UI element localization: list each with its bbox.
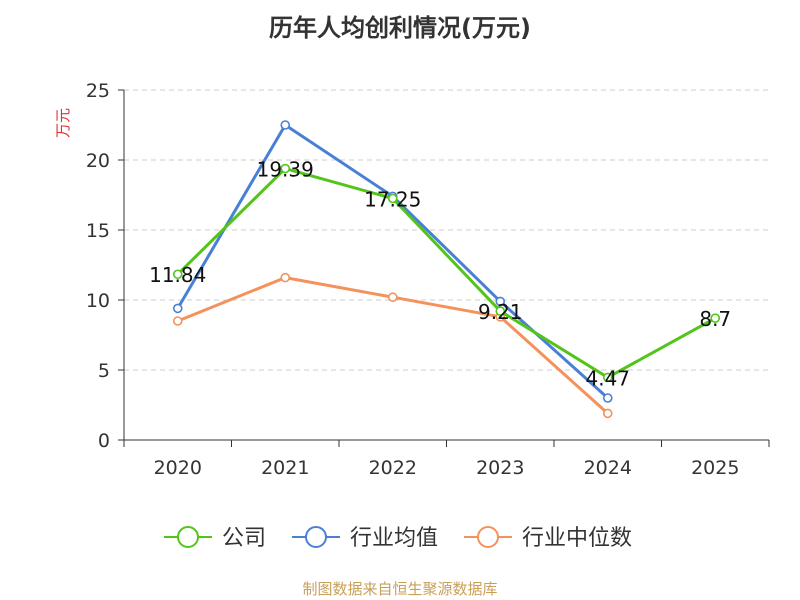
series-line-公司: [176, 167, 716, 379]
series-point: [280, 272, 291, 283]
series-point: [387, 193, 398, 204]
x-tick-label-2021: 2021: [261, 457, 309, 479]
series-point: [495, 296, 506, 307]
legend-label: 行业均值: [350, 526, 438, 551]
legend-marker: [477, 526, 499, 548]
legend-marker: [177, 526, 199, 548]
legend-item-1[interactable]: 行业均值: [292, 526, 438, 551]
series-point: [602, 372, 613, 383]
data-label-2024: 4.47: [585, 366, 630, 390]
series-point: [280, 120, 291, 130]
series-point: [710, 313, 721, 324]
source-note: 制图数据来自恒生聚源数据库: [302, 580, 498, 598]
x-tick-label-2025: 2025: [691, 457, 739, 479]
y-tick-label: 0: [98, 430, 110, 452]
legend-label: 公司: [222, 526, 266, 551]
data-label-2025: 8.7: [699, 307, 731, 331]
legend-marker: [305, 526, 327, 548]
y-tick-label: 10: [86, 290, 110, 312]
series-point: [280, 163, 291, 174]
legend-label: 行业中位数: [522, 526, 632, 551]
data-labels: 11.84 19.39 17.25 9.21 4.47 8.7: [149, 158, 731, 391]
data-label-2022: 17.25: [364, 188, 421, 212]
y-tick-label: 25: [86, 80, 110, 102]
series-point: [172, 303, 183, 314]
series-0: [172, 163, 721, 383]
x-tick-label-2024: 2024: [584, 457, 632, 479]
legend-item-2[interactable]: 行业中位数: [464, 526, 632, 551]
y-tick-label: 5: [98, 360, 110, 382]
series-point: [602, 408, 613, 419]
y-tick-label: 20: [86, 150, 110, 172]
data-label-2023: 9.21: [478, 300, 523, 324]
legend[interactable]: 公司 行业均值 行业中位数: [164, 526, 632, 551]
data-label-2020: 11.84: [149, 263, 206, 287]
series-point: [387, 292, 398, 303]
legend-item-0[interactable]: 公司: [164, 526, 266, 551]
y-axis-title: 万元: [54, 108, 72, 138]
x-tick-label-2020: 2020: [154, 457, 202, 479]
chart-title: 历年人均创利情况(万元): [269, 14, 531, 42]
data-label-2021: 19.39: [257, 158, 314, 182]
x-tick-label-2022: 2022: [369, 457, 417, 479]
x-tick-label-2023: 2023: [476, 457, 524, 479]
series-point: [172, 316, 183, 326]
series-point: [172, 269, 183, 280]
series-lines: [172, 120, 721, 419]
series-2: [172, 272, 613, 419]
y-tick-label: 15: [86, 220, 110, 242]
series-point: [602, 393, 613, 403]
series-point: [495, 306, 506, 316]
